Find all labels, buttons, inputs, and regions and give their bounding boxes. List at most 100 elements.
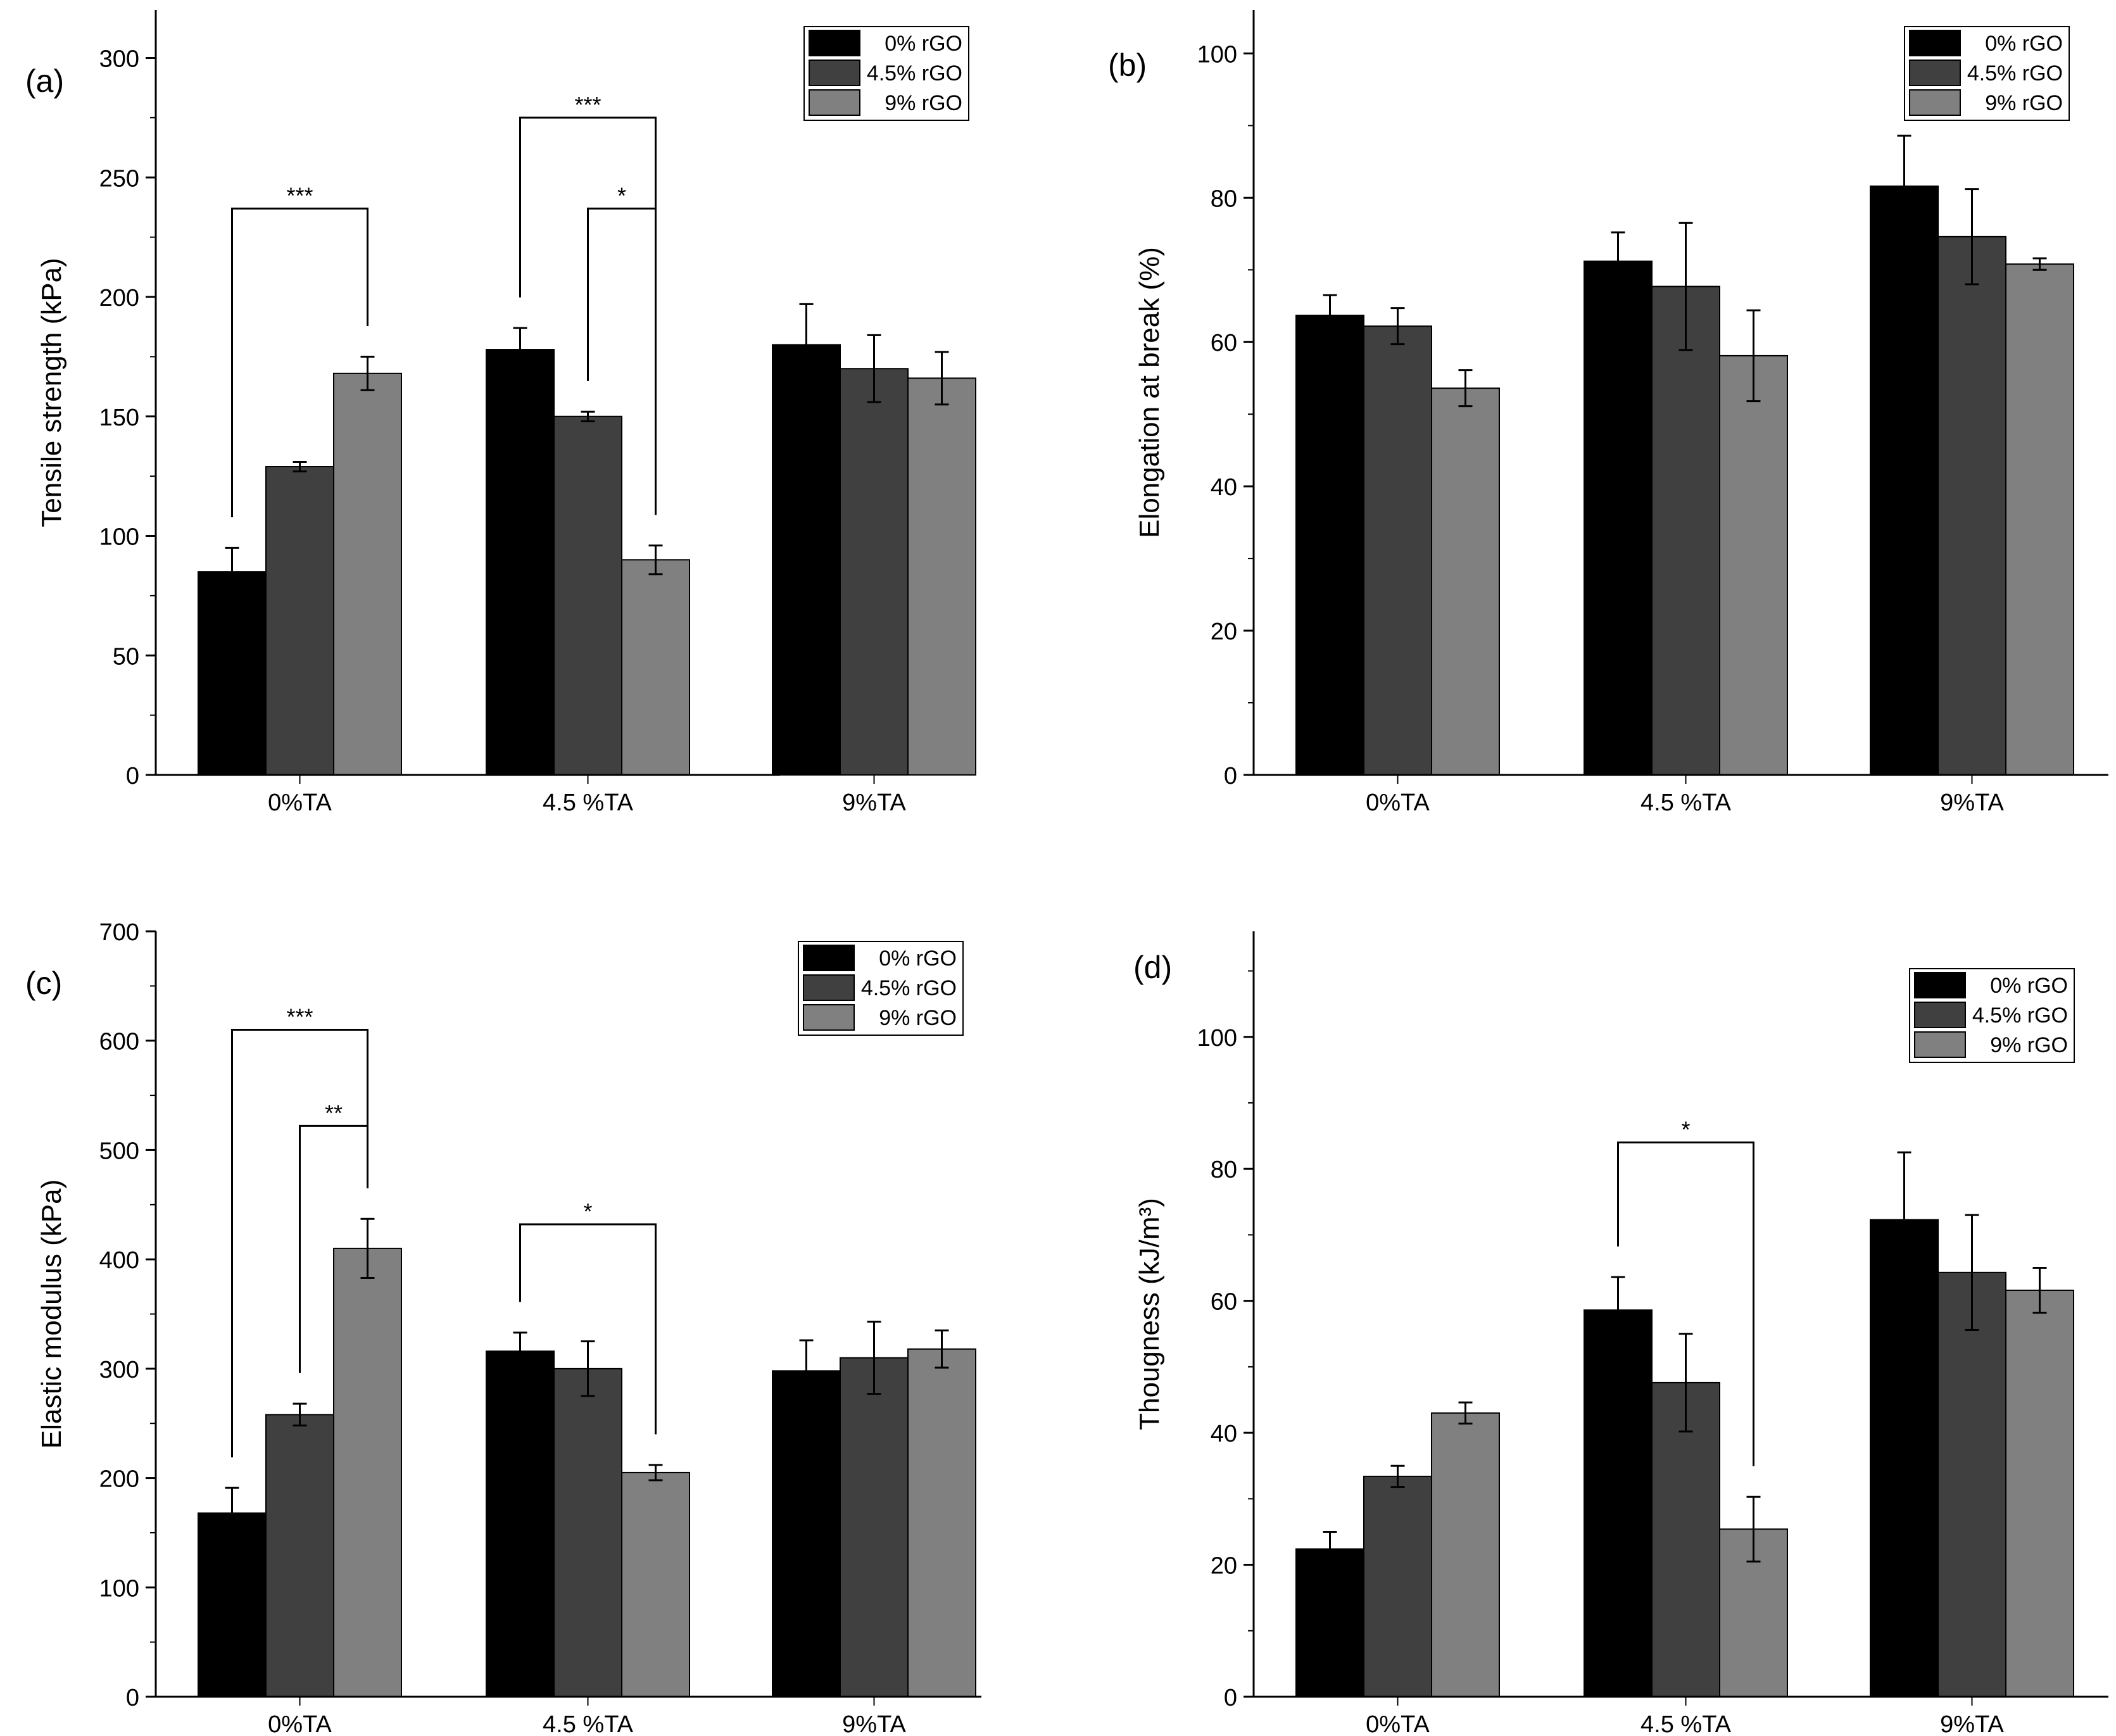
bar-4-5-rgo-1 bbox=[553, 1368, 622, 1698]
error-bar bbox=[1458, 1401, 1473, 1425]
y-tick-label: 0 bbox=[1224, 1685, 1237, 1711]
panel-label: (c) bbox=[25, 965, 62, 1001]
y-tick-label: 0 bbox=[126, 1685, 139, 1711]
y-axis-label: Thougness (kJ/m³) bbox=[1134, 1198, 1165, 1430]
panel-label: (d) bbox=[1133, 950, 1172, 985]
x-tick-label: 9%TA bbox=[842, 789, 906, 816]
y-tick-label: 400 bbox=[99, 1247, 139, 1274]
bar-0-rgo-2 bbox=[1870, 1219, 1939, 1697]
legend-entry: 0% rGO bbox=[1985, 32, 2063, 56]
bar-4-5-rgo-1 bbox=[1651, 286, 1720, 776]
legend-swatch bbox=[809, 30, 860, 56]
legend-swatch bbox=[803, 945, 855, 971]
error-bar bbox=[1897, 1151, 1911, 1288]
bar-4-5-rgo-2 bbox=[1937, 236, 2006, 776]
legend-swatch bbox=[803, 1004, 855, 1031]
significance-label: * bbox=[1681, 1117, 1690, 1143]
error-bar bbox=[513, 327, 527, 372]
y-tick-label: 40 bbox=[1211, 474, 1237, 501]
legend-swatch bbox=[1909, 89, 1961, 116]
bar-9-rgo-0 bbox=[1431, 387, 1500, 776]
legend-entry: 0% rGO bbox=[879, 947, 957, 971]
error-bar bbox=[1611, 231, 1625, 291]
y-tick-label: 60 bbox=[1211, 1289, 1237, 1316]
legend: 0% rGO 4.5% rGO 9% rGO bbox=[803, 26, 969, 121]
significance-label: *** bbox=[574, 92, 601, 118]
bar-0-rgo-2 bbox=[772, 344, 841, 776]
bar-0-rgo-0 bbox=[198, 1512, 267, 1698]
bar-4-5-rgo-0 bbox=[265, 466, 334, 776]
significance-bracket-line bbox=[1617, 1142, 1754, 1466]
y-tick-label: 100 bbox=[99, 1575, 139, 1602]
legend-entry: 4.5% rGO bbox=[1972, 1003, 2068, 1028]
significance-bracket-line bbox=[231, 1028, 368, 1457]
error-bar bbox=[1390, 1464, 1405, 1488]
bar-4-5-rgo-0 bbox=[265, 1414, 334, 1698]
x-tick-label: 9%TA bbox=[842, 1711, 906, 1736]
y-tick-label: 300 bbox=[99, 46, 139, 73]
bar-4-5-rgo-1 bbox=[1651, 1381, 1720, 1697]
error-bar bbox=[293, 460, 307, 473]
y-tick-label: 100 bbox=[1197, 41, 1237, 68]
error-bar bbox=[360, 1217, 375, 1280]
significance-bracket bbox=[299, 1124, 368, 1373]
legend: 0% rGO 4.5% rGO 9% rGO bbox=[798, 941, 964, 1036]
y-axis-label: Elastic modulus (kPa) bbox=[36, 1179, 67, 1449]
legend-swatch bbox=[809, 89, 860, 116]
error-bar bbox=[799, 303, 814, 387]
bar-0-rgo-1 bbox=[1584, 1309, 1653, 1697]
error-bar bbox=[225, 546, 239, 597]
error-bar bbox=[1678, 222, 1693, 351]
error-bar bbox=[648, 544, 663, 576]
x-tick-label: 0%TA bbox=[1366, 789, 1430, 816]
significance-bracket-line bbox=[299, 1124, 368, 1373]
y-tick-label: 60 bbox=[1211, 330, 1237, 356]
y-tick-label: 100 bbox=[99, 524, 139, 551]
error-bar bbox=[867, 1321, 881, 1395]
significance-label: *** bbox=[286, 182, 313, 208]
y-tick-label: 200 bbox=[99, 285, 139, 311]
y-tick-label: 150 bbox=[99, 405, 139, 431]
significance-bracket-line bbox=[587, 207, 657, 515]
x-tick-label: 4.5 %TA bbox=[543, 1711, 634, 1736]
legend-swatch bbox=[1914, 1002, 1966, 1028]
bar-9-rgo-0 bbox=[1431, 1412, 1500, 1697]
bar-9-rgo-2 bbox=[907, 377, 976, 776]
error-bar bbox=[1746, 1495, 1761, 1563]
x-tick-label: 0%TA bbox=[268, 789, 332, 816]
error-bar bbox=[867, 334, 881, 403]
error-bar bbox=[1390, 307, 1405, 346]
legend-entry: 4.5% rGO bbox=[867, 61, 962, 85]
error-bar bbox=[1897, 134, 1911, 238]
error-bar bbox=[2032, 1267, 2047, 1314]
bar-9-rgo-2 bbox=[2005, 1289, 2074, 1698]
x-tick-label: 4.5 %TA bbox=[1641, 1711, 1732, 1736]
error-bar bbox=[1965, 188, 1979, 286]
significance-bracket-line bbox=[231, 207, 368, 518]
bar-9-rgo-1 bbox=[621, 1471, 690, 1698]
bar-4-5-rgo-2 bbox=[1937, 1271, 2006, 1697]
significance-label: * bbox=[617, 182, 626, 208]
y-axis-label: Tensile strength (kPa) bbox=[36, 258, 67, 527]
error-bar bbox=[1746, 309, 1761, 403]
legend-swatch bbox=[803, 974, 855, 1001]
chart-panel-b: (b) Elongation at break (%) 0 20 40 60 80 100 0%… bbox=[1108, 10, 2108, 816]
panel-label: (a) bbox=[25, 63, 64, 99]
significance-bracket bbox=[231, 1028, 368, 1457]
x-tick-label: 9%TA bbox=[1940, 789, 2004, 816]
legend-entry: 9% rGO bbox=[879, 1006, 957, 1030]
legend: 0% rGO 4.5% rGO 9% rGO bbox=[1909, 968, 2075, 1063]
y-tick-label: 700 bbox=[99, 919, 139, 946]
significance-bracket bbox=[231, 207, 368, 518]
x-tick-label: 0%TA bbox=[1366, 1711, 1430, 1736]
bar-0-rgo-2 bbox=[1870, 186, 1939, 776]
y-tick-label: 600 bbox=[99, 1029, 139, 1055]
bar-9-rgo-1 bbox=[621, 559, 690, 776]
error-bar bbox=[513, 1331, 527, 1371]
error-bar bbox=[1965, 1214, 1979, 1331]
y-tick-label: 250 bbox=[99, 165, 139, 192]
bar-9-rgo-0 bbox=[333, 1247, 402, 1698]
legend-entry: 0% rGO bbox=[885, 32, 962, 56]
legend-entry: 9% rGO bbox=[885, 91, 962, 115]
